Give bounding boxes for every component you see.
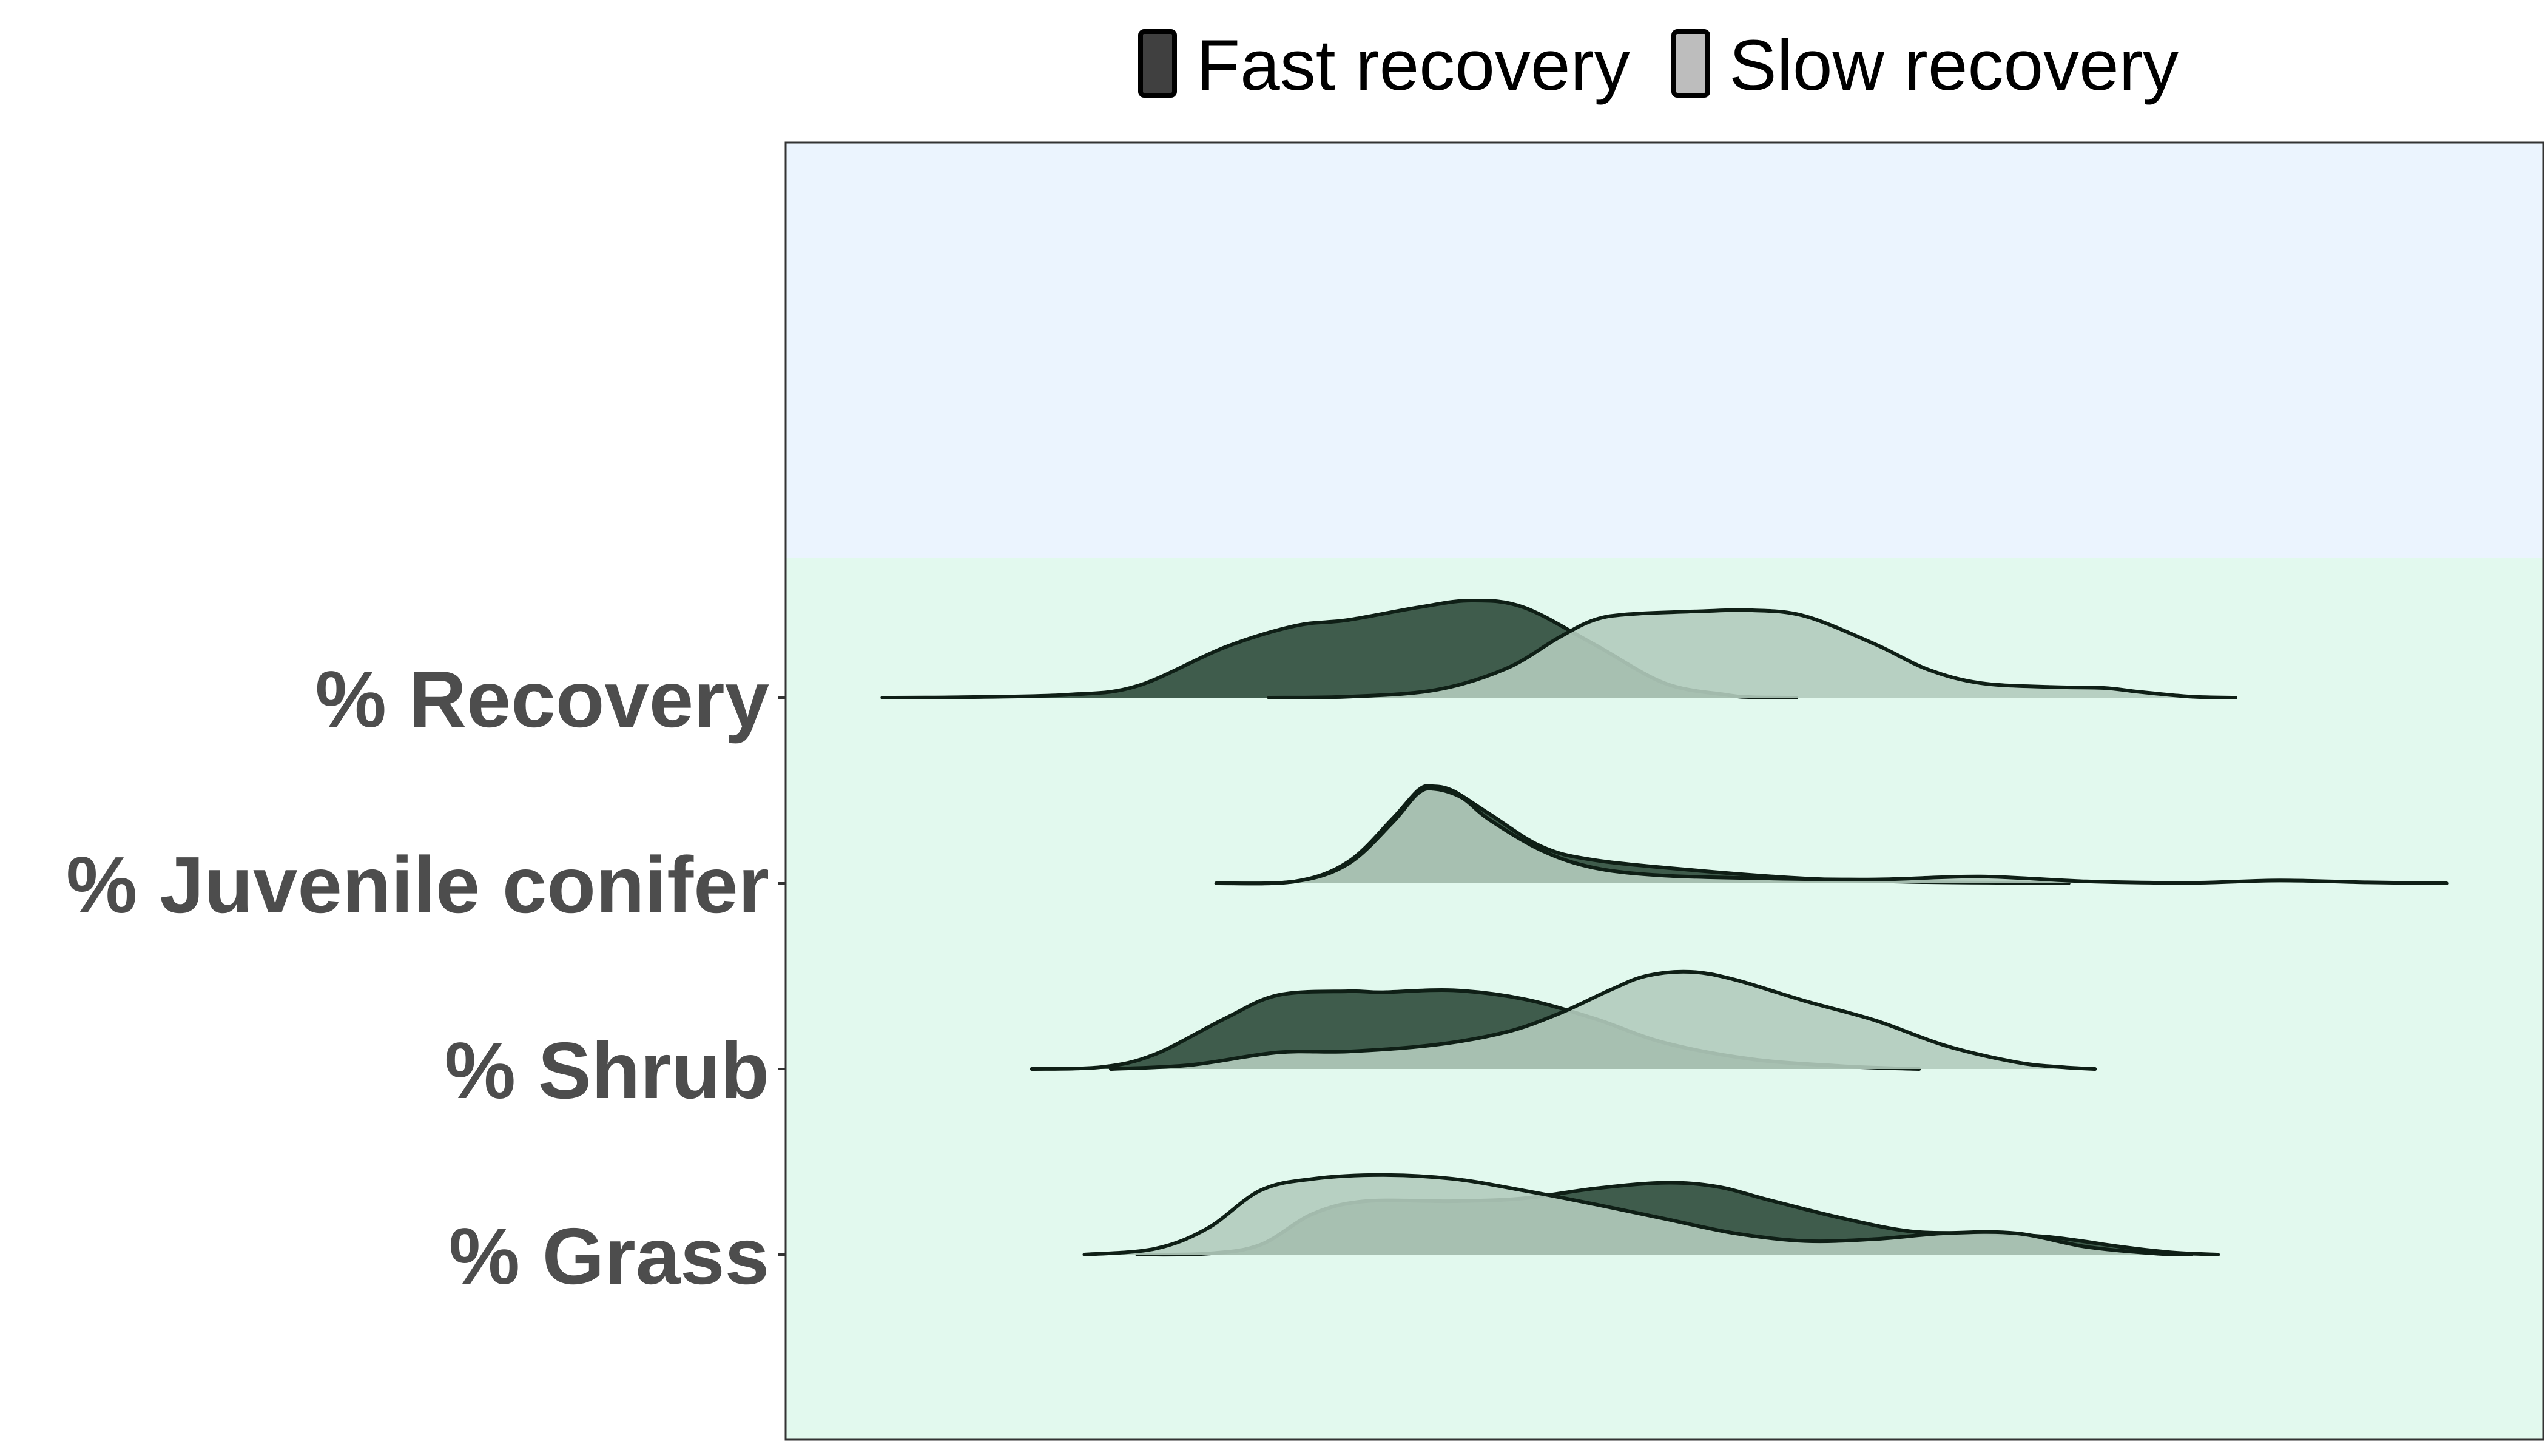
legend: Fast recovery Slow recovery bbox=[1138, 25, 2179, 106]
legend-key-fast-recovery bbox=[1138, 29, 1177, 98]
density-line-slow-recovery-shrub bbox=[1108, 969, 2097, 1071]
background-band-upper bbox=[786, 143, 2543, 558]
legend-label-slow-recovery: Slow recovery bbox=[1729, 25, 2179, 106]
density-area-fast-recovery-shrub bbox=[1031, 989, 1919, 1069]
legend-key-slow-recovery bbox=[1671, 29, 1710, 98]
density-area-slow-recovery-juvenile-conifer bbox=[1216, 788, 2447, 884]
panel-border bbox=[784, 141, 2544, 1441]
density-area-slow-recovery-recovery bbox=[1269, 610, 2236, 698]
y-axis: % Recovery % Juvenile conifer % Shrub % … bbox=[66, 655, 786, 1301]
y-tick-label-juvenile-conifer: % Juvenile conifer bbox=[66, 840, 769, 929]
plot-panel bbox=[784, 141, 2544, 1441]
density-area-slow-recovery-shrub bbox=[1110, 971, 2095, 1069]
legend-label-fast-recovery: Fast recovery bbox=[1196, 25, 1630, 106]
density-line-slow-recovery-recovery bbox=[1267, 608, 2237, 699]
y-tick-label-recovery: % Recovery bbox=[315, 655, 769, 744]
density-ridges bbox=[880, 598, 2449, 1257]
y-tick-label-grass: % Grass bbox=[449, 1212, 769, 1301]
y-tick-label-shrub: % Shrub bbox=[445, 1026, 769, 1115]
density-line-slow-recovery-grass bbox=[1082, 1173, 2194, 1256]
density-line-slow-recovery-juvenile-conifer bbox=[1214, 786, 2449, 886]
